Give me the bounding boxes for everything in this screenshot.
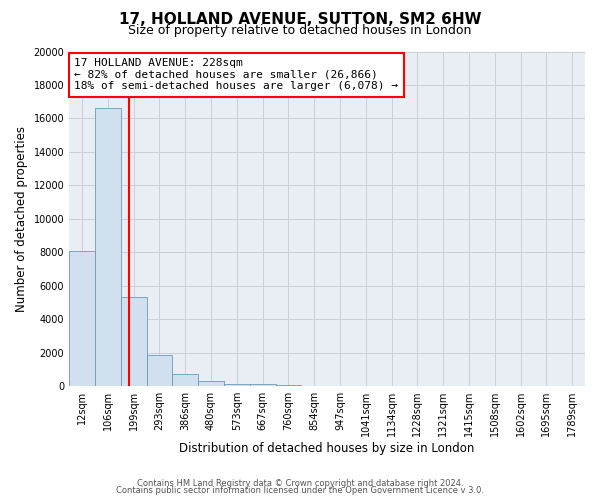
Text: Size of property relative to detached houses in London: Size of property relative to detached ho…: [128, 24, 472, 37]
Bar: [224, 384, 250, 386]
Text: 17 HOLLAND AVENUE: 228sqm
← 82% of detached houses are smaller (26,866)
18% of s: 17 HOLLAND AVENUE: 228sqm ← 82% of detac…: [74, 58, 398, 92]
Bar: [275, 384, 301, 386]
Bar: [121, 298, 146, 386]
Bar: [172, 374, 198, 386]
Text: Contains public sector information licensed under the Open Government Licence v : Contains public sector information licen…: [116, 486, 484, 495]
X-axis label: Distribution of detached houses by size in London: Distribution of detached houses by size …: [179, 442, 475, 455]
Bar: [198, 382, 224, 386]
Text: 17, HOLLAND AVENUE, SUTTON, SM2 6HW: 17, HOLLAND AVENUE, SUTTON, SM2 6HW: [119, 12, 481, 28]
Bar: [69, 250, 95, 386]
Bar: [250, 384, 275, 386]
Bar: [95, 108, 121, 386]
Y-axis label: Number of detached properties: Number of detached properties: [15, 126, 28, 312]
Bar: [146, 355, 172, 386]
Text: Contains HM Land Registry data © Crown copyright and database right 2024.: Contains HM Land Registry data © Crown c…: [137, 478, 463, 488]
